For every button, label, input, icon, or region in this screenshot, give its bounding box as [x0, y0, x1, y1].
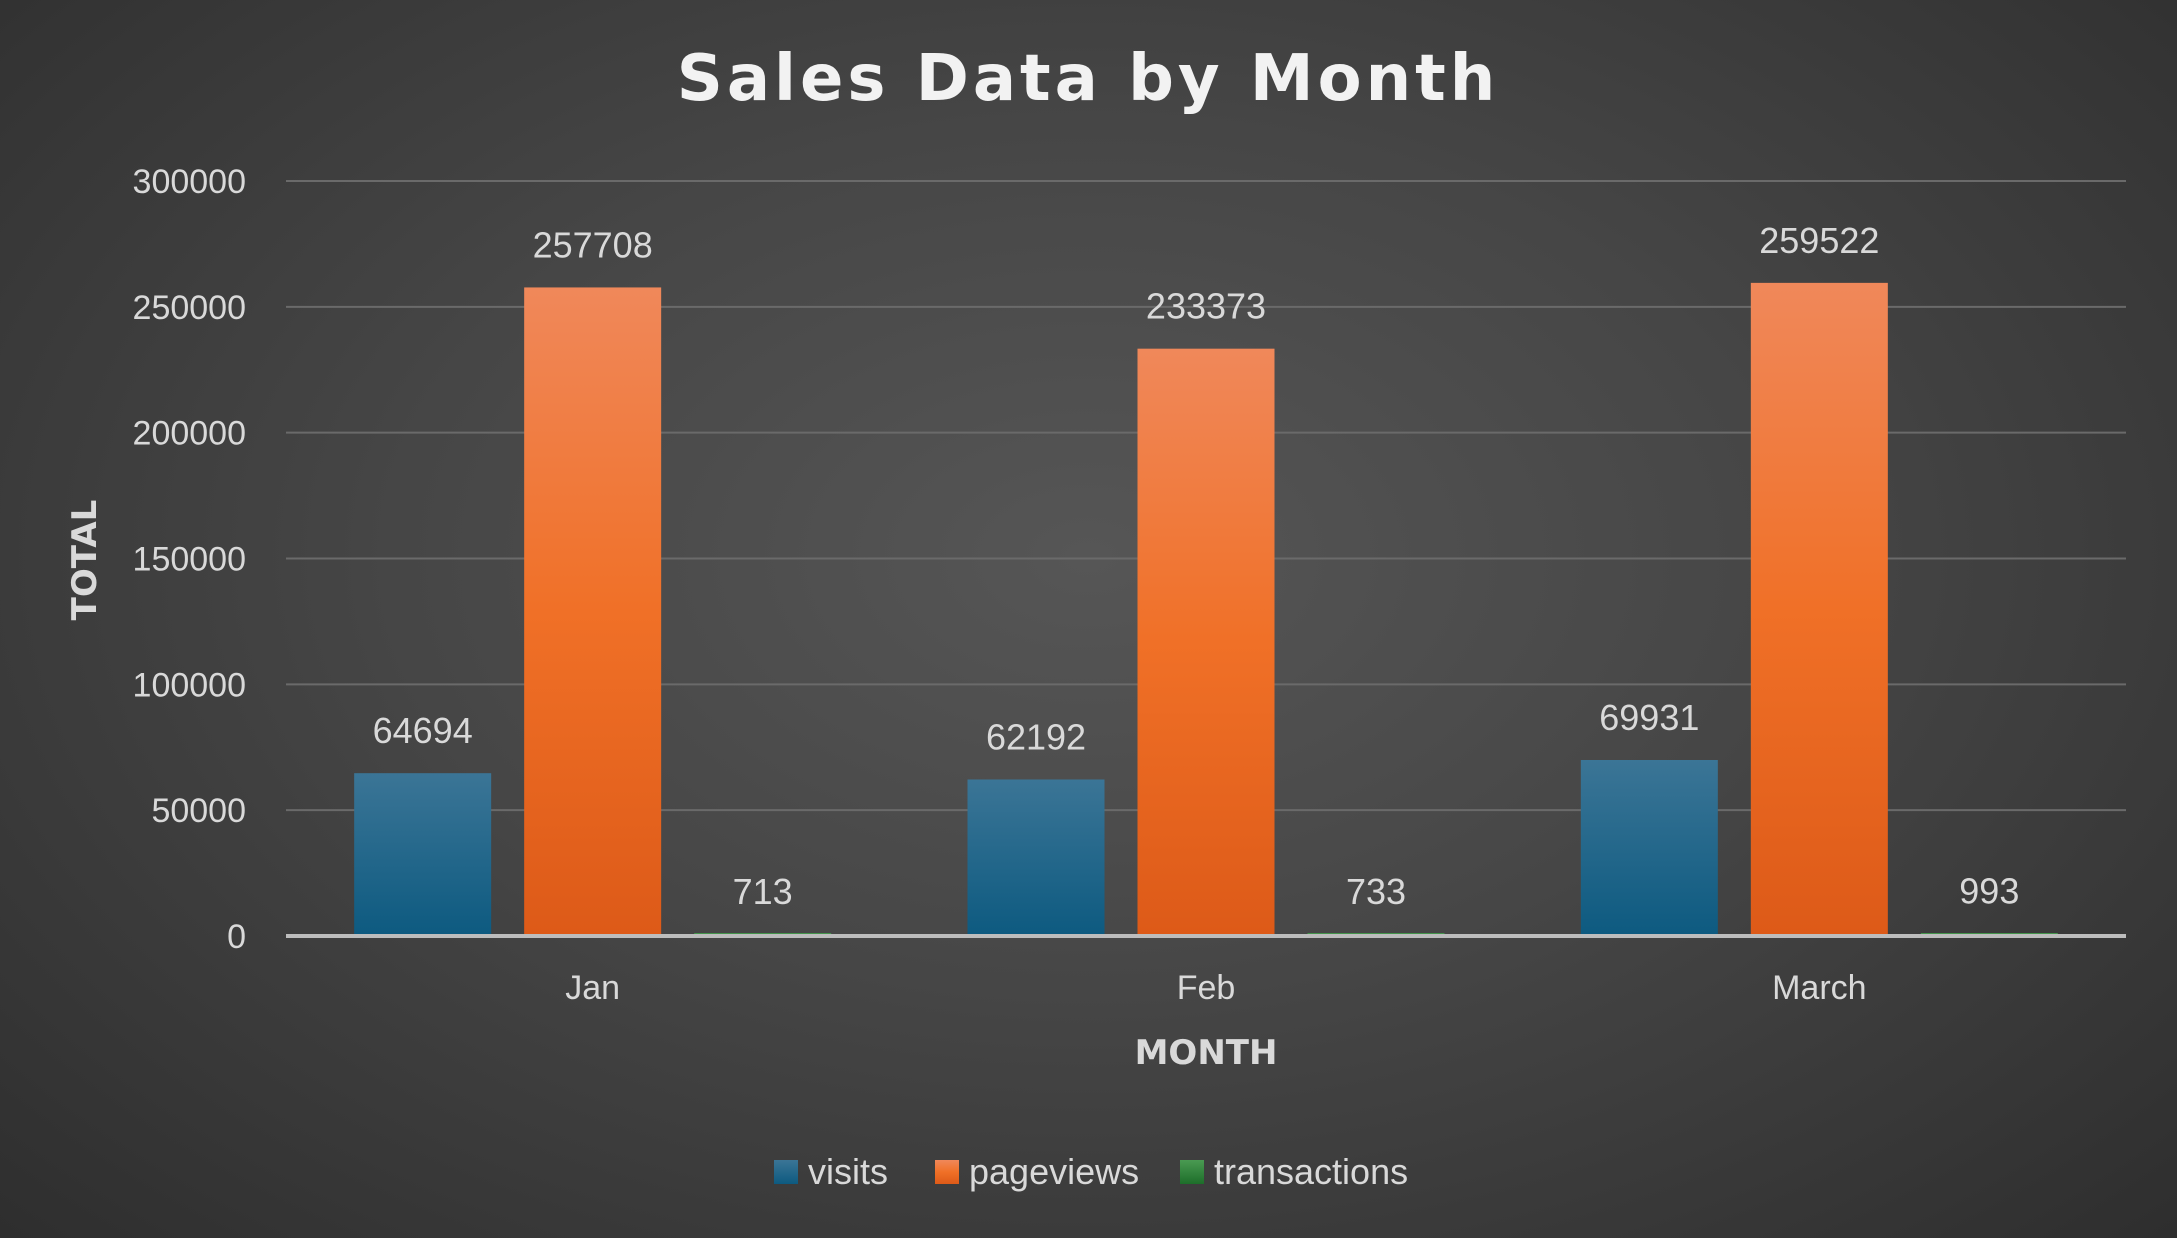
data-label: 233373 — [1146, 286, 1266, 327]
chart-title: Sales Data by Month — [677, 42, 1500, 116]
data-labels: 64694 257708 713 62192 233373 733 69931 259522 9… — [373, 220, 2020, 912]
y-tick-label: 300000 — [133, 163, 246, 201]
x-axis-title: MONTH — [1135, 1033, 1278, 1073]
legend-swatch-transactions — [1180, 1160, 1204, 1184]
y-tick-label: 0 — [227, 918, 246, 956]
legend-swatch-visits — [774, 1160, 798, 1184]
y-tick-label: 50000 — [151, 792, 246, 830]
data-label: 259522 — [1759, 220, 1879, 261]
data-label: 713 — [733, 871, 793, 912]
x-axis-ticks: Jan Feb March — [565, 969, 1866, 1007]
y-tick-label: 100000 — [133, 666, 246, 704]
legend-swatch-pageviews — [935, 1160, 959, 1184]
legend-label-visits: visits — [808, 1151, 888, 1192]
data-label: 257708 — [533, 224, 653, 265]
legend-label-transactions: transactions — [1214, 1151, 1408, 1192]
y-tick-label: 250000 — [133, 289, 246, 327]
bars — [354, 282, 2058, 936]
y-axis-title: TOTAL — [65, 500, 105, 621]
y-axis-ticks: 0 50000 100000 150000 200000 250000 300000 — [133, 163, 246, 956]
bar-visits-feb — [967, 779, 1105, 936]
data-label: 64694 — [373, 710, 473, 751]
bar-visits-march — [1580, 760, 1718, 936]
legend: visits pageviews transactions — [774, 1151, 1408, 1192]
data-label: 733 — [1346, 871, 1406, 912]
bar-pageviews-march — [1750, 282, 1888, 936]
data-label: 69931 — [1599, 697, 1699, 738]
data-label: 62192 — [986, 716, 1086, 757]
y-tick-label: 150000 — [133, 541, 246, 579]
x-tick-label: Jan — [565, 969, 620, 1007]
bar-visits-jan — [354, 773, 492, 936]
legend-label-pageviews: pageviews — [969, 1151, 1139, 1192]
bar-pageviews-jan — [524, 287, 662, 936]
y-tick-label: 200000 — [133, 415, 246, 453]
x-tick-label: March — [1772, 969, 1866, 1007]
data-label: 993 — [1959, 871, 2019, 912]
bar-pageviews-feb — [1137, 348, 1275, 936]
x-tick-label: Feb — [1177, 969, 1236, 1007]
